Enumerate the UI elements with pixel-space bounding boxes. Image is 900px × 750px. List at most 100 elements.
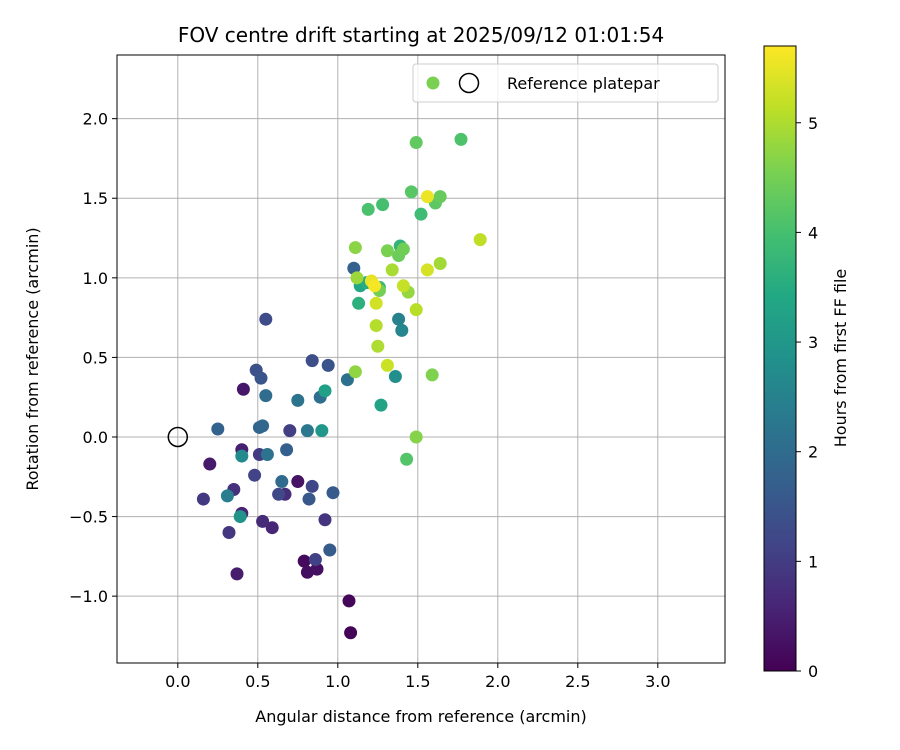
data-point [376, 198, 390, 212]
data-point [203, 457, 217, 471]
colorbar-tick-label: 2 [808, 443, 818, 462]
data-point [433, 257, 447, 271]
x-tick-label: 2.5 [565, 672, 590, 691]
plot-frame [116, 54, 726, 664]
data-point [196, 492, 210, 506]
data-point [340, 373, 354, 387]
data-point [291, 393, 305, 407]
data-point [473, 233, 487, 247]
data-point [220, 489, 234, 503]
data-point [235, 449, 249, 463]
data-point [392, 312, 406, 326]
data-point [409, 430, 423, 444]
data-point [404, 185, 418, 199]
legend-entry-reference-platepar: Reference platepar [507, 74, 660, 93]
x-tick-label: 1.5 [405, 672, 430, 691]
data-point [371, 339, 385, 353]
data-point [323, 543, 337, 557]
data-point [256, 419, 270, 433]
y-tick-label: 0.0 [83, 428, 108, 447]
data-point [315, 424, 329, 438]
y-axis-label: Rotation from reference (arcmin) [23, 227, 42, 490]
data-point [396, 279, 410, 293]
data-point [272, 487, 286, 501]
y-axis-ticks: −1.0 −0.5 0.0 0.5 1.0 1.5 2.0 [69, 110, 117, 606]
data-point [308, 553, 322, 567]
x-tick-label: 2.0 [485, 672, 510, 691]
data-point [259, 312, 273, 326]
data-point [233, 510, 247, 524]
legend: Reference platepar [412, 63, 719, 103]
data-point [352, 296, 366, 310]
data-point [409, 303, 423, 317]
data-point [348, 241, 362, 255]
data-point [275, 475, 289, 489]
data-point [265, 521, 279, 535]
data-point [420, 190, 434, 204]
data-point [348, 365, 362, 379]
data-point [259, 389, 273, 403]
data-point [318, 384, 332, 398]
data-point [222, 525, 236, 539]
data-point [297, 554, 311, 568]
data-point [368, 279, 382, 293]
y-tick-label: 2.0 [83, 110, 108, 129]
data-point [369, 296, 383, 310]
data-point [283, 424, 297, 438]
data-point [310, 562, 324, 576]
x-tick-label: 0.0 [165, 672, 190, 691]
data-point [380, 244, 394, 258]
data-point [344, 626, 358, 640]
colorbar-tick-label: 1 [808, 552, 818, 571]
data-point [388, 370, 402, 384]
colorbar-gradient [763, 45, 797, 672]
data-point [321, 358, 335, 372]
y-tick-label: −0.5 [69, 508, 108, 527]
data-point [433, 190, 447, 204]
data-point [248, 468, 262, 482]
chart-title: FOV centre drift starting at 2025/09/12 … [178, 23, 664, 47]
data-point [454, 132, 468, 146]
data-point [291, 475, 305, 489]
data-point [395, 323, 409, 337]
data-points [196, 132, 487, 640]
data-point [374, 398, 388, 412]
colorbar-tick-label: 0 [808, 662, 818, 681]
x-axis-label: Angular distance from reference (arcmin) [255, 707, 586, 726]
colorbar-label: Hours from first FF file [831, 269, 850, 448]
data-point [396, 242, 410, 256]
colorbar-tick-label: 3 [808, 333, 818, 352]
colorbar-ticks: 0 1 2 3 4 5 [796, 114, 818, 681]
data-point [400, 452, 414, 466]
data-point [318, 513, 332, 527]
data-point [260, 447, 274, 461]
data-point [425, 368, 439, 382]
y-tick-label: 0.5 [83, 348, 108, 367]
x-tick-label: 1.0 [325, 672, 350, 691]
data-point [230, 567, 244, 581]
y-tick-label: 1.5 [83, 189, 108, 208]
data-point [305, 354, 319, 368]
grid-lines [117, 55, 725, 663]
legend-open-circle-marker [458, 72, 480, 94]
data-point [305, 479, 319, 493]
data-point [350, 271, 364, 285]
colorbar: 0 1 2 3 4 5 Hours from first FF file [763, 45, 850, 681]
y-tick-label: 1.0 [83, 269, 108, 288]
data-point [211, 422, 225, 436]
y-tick-label: −1.0 [69, 587, 108, 606]
data-point [380, 358, 394, 372]
data-point [342, 594, 356, 608]
reference-marker [167, 426, 189, 448]
colorbar-tick-label: 5 [808, 114, 818, 133]
data-point [326, 486, 340, 500]
legend-box [412, 63, 719, 103]
data-point [369, 319, 383, 333]
data-point [254, 371, 268, 385]
x-tick-label: 0.5 [245, 672, 270, 691]
data-point [302, 492, 316, 506]
legend-dot-marker [426, 76, 440, 90]
data-point [236, 382, 250, 396]
data-point [414, 207, 428, 221]
